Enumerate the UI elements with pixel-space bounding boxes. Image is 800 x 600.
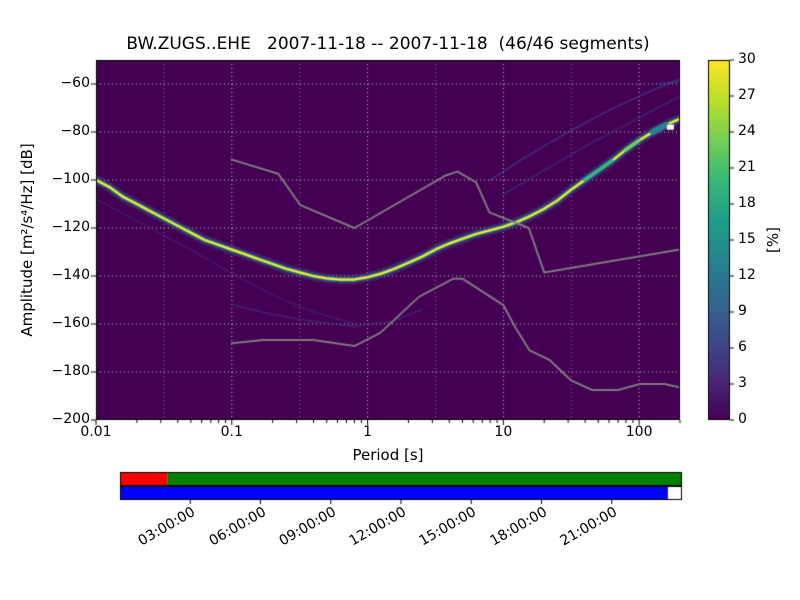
x-tick-label: 100 (625, 424, 653, 440)
colorbar-tick-label: 30 (738, 51, 756, 67)
y-tick-label: −80 (60, 123, 90, 139)
colorbar-tick-label: 21 (738, 159, 756, 175)
y-tick-label: −200 (51, 411, 90, 427)
x-tick-label: 0.1 (220, 424, 243, 440)
colorbar-tick-label: 12 (738, 267, 756, 283)
colorbar-tick-label: 6 (738, 339, 747, 355)
x-tick-label: 10 (494, 424, 513, 440)
colorbar-tick-label: 0 (738, 411, 747, 427)
colorbar-tick-label: 27 (738, 87, 756, 103)
y-tick-label: −120 (51, 219, 90, 235)
y-tick-label: −100 (51, 171, 90, 187)
y-tick-label: −180 (51, 363, 90, 379)
colorbar-tick-label: 18 (738, 195, 756, 211)
y-tick-label: −160 (51, 315, 90, 331)
y-tick-label: −60 (60, 75, 90, 91)
colorbar-tick-label: 24 (738, 123, 756, 139)
colorbar-tick-label: 9 (738, 303, 747, 319)
plot-title: BW.ZUGS..EHE 2007-11-18 -- 2007-11-18 (4… (126, 34, 650, 54)
x-tick-label: 0.01 (80, 424, 112, 440)
colorbar-tick-label: 15 (738, 231, 756, 247)
y-axis-label: Amplitude [m²/s⁴/Hz] [dB] (18, 143, 36, 337)
x-tick-label: 1 (363, 424, 373, 440)
colorbar-tick-label: 3 (738, 375, 747, 391)
y-tick-label: −140 (51, 267, 90, 283)
x-axis-label: Period [s] (352, 446, 424, 464)
